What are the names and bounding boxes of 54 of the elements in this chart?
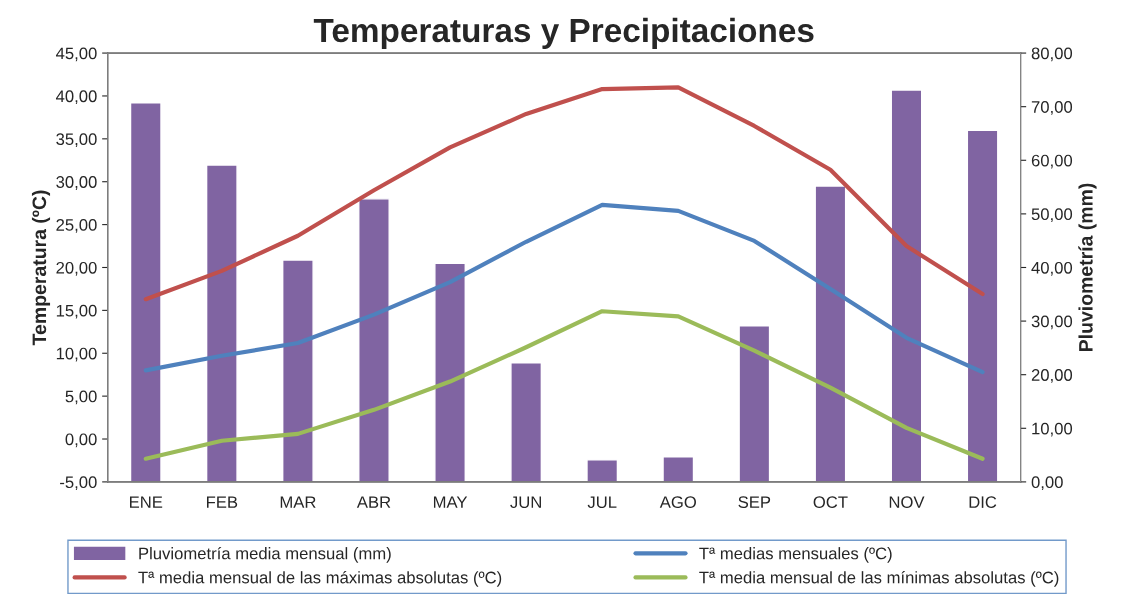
y2-tick-label: 80,00 bbox=[1031, 47, 1073, 62]
bar bbox=[738, 325, 771, 482]
bar bbox=[434, 262, 466, 482]
x-tick-label: AGO bbox=[659, 496, 696, 509]
y-tick-label: 10,00 bbox=[56, 347, 97, 362]
y-tick-label: 15,00 bbox=[56, 304, 97, 319]
x-tick-label: ABR bbox=[356, 496, 391, 508]
y2-tick-label: 40,00 bbox=[1031, 261, 1073, 276]
y-axis-title: Temperatura (ºC) bbox=[31, 190, 51, 346]
line-series bbox=[143, 202, 985, 375]
y2-tick-label: 0,00 bbox=[1031, 476, 1063, 491]
y2-tick-label: 10,00 bbox=[1032, 422, 1073, 437]
y2-tick-label: 60,00 bbox=[1031, 154, 1073, 169]
y-tick-label: 25,00 bbox=[56, 219, 97, 233]
x-tick-label: MAY bbox=[433, 496, 468, 508]
bar bbox=[510, 362, 543, 482]
x-tick-label: FEB bbox=[207, 496, 238, 508]
bar bbox=[966, 129, 999, 482]
bar bbox=[662, 456, 695, 482]
x-tick-label: JUN bbox=[510, 496, 541, 509]
bar bbox=[586, 459, 619, 482]
y-tick-label: 35,00 bbox=[56, 133, 97, 148]
x-tick-label: ENE bbox=[130, 496, 163, 508]
y2-tick-label: 70,00 bbox=[1031, 101, 1073, 115]
y-tick-label: 0,00 bbox=[65, 433, 97, 448]
y-tick-label: 40,00 bbox=[55, 90, 97, 105]
legend-label: Tª media mensual de las mínimas absolutas (ºC) bbox=[699, 570, 1059, 587]
legend-label: Pluviometría media mensual (mm) bbox=[139, 546, 391, 563]
x-tick-label: JUL bbox=[587, 496, 617, 509]
bar bbox=[890, 89, 923, 482]
y2-tick-label: 20,00 bbox=[1031, 369, 1073, 383]
y-tick-label: 45,00 bbox=[55, 47, 97, 62]
y2-axis-title: Pluviometría (mm) bbox=[1078, 183, 1097, 351]
x-tick-label: MAR bbox=[280, 496, 316, 508]
y-tick-label: 5,00 bbox=[65, 390, 97, 405]
chart-title: Temperaturas y Precipitaciones bbox=[313, 17, 814, 49]
line-series bbox=[143, 85, 985, 302]
y-tick-label: 30,00 bbox=[56, 176, 97, 190]
line-series bbox=[143, 309, 985, 461]
x-tick-label: NOV bbox=[889, 496, 925, 509]
bar bbox=[129, 102, 162, 482]
y2-tick-label: 50,00 bbox=[1031, 208, 1073, 223]
legend-label: Tª medias mensuales (ºC) bbox=[699, 547, 892, 563]
y2-tick-label: 30,00 bbox=[1031, 315, 1073, 330]
bar bbox=[205, 164, 238, 482]
bar bbox=[814, 185, 847, 482]
legend-label: Tª media mensual de las máximas absolutas (ºC) bbox=[138, 570, 502, 587]
x-tick-label: SEP bbox=[738, 496, 771, 509]
x-tick-label: OCT bbox=[813, 496, 848, 509]
x-tick-label: DIC bbox=[969, 496, 997, 509]
y-tick-label: 20,00 bbox=[56, 261, 97, 276]
y-tick-label: -5,00 bbox=[60, 476, 97, 491]
bar bbox=[282, 259, 314, 482]
bar bbox=[358, 198, 390, 482]
